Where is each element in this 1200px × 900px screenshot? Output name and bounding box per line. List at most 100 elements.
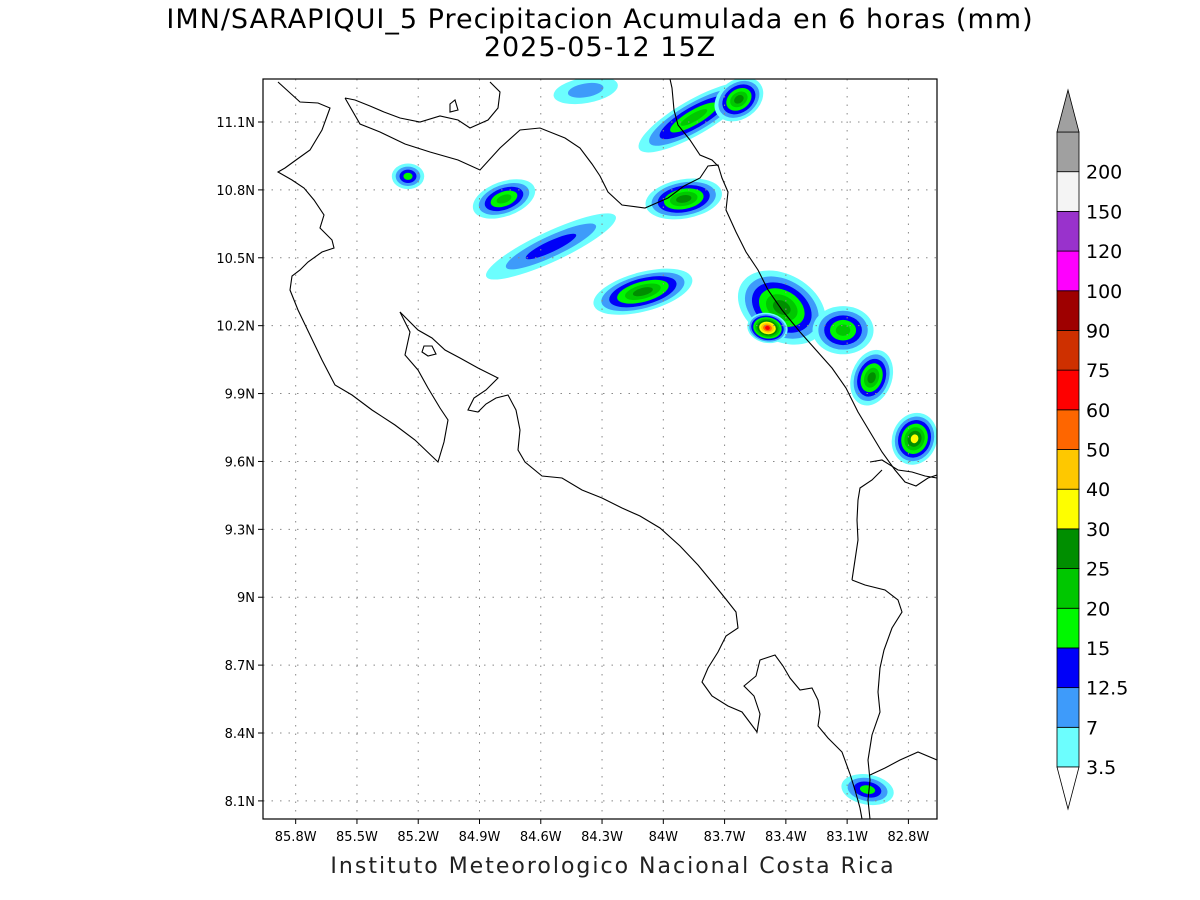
lon-tick-label: 84.6W [520, 830, 562, 845]
precip-contour [403, 172, 413, 180]
lon-tick-label: 83.1W [826, 830, 868, 845]
precip-cell [841, 774, 894, 806]
lat-tick-label: 8.4N [225, 727, 255, 742]
colorbar-label: 20 [1086, 598, 1110, 620]
colorbar-swatch [1056, 568, 1080, 609]
coastlines-and-borders [276, 79, 937, 819]
colorbar-label: 40 [1086, 479, 1110, 501]
colorbar-swatch [1056, 488, 1080, 530]
precip-cell [747, 312, 788, 344]
colorbar-swatch [1056, 131, 1080, 173]
lon-tick-label: 84W [649, 830, 679, 845]
lon-tick-label: 84.3W [581, 830, 623, 845]
precip-contour [567, 82, 604, 98]
precip-cell [714, 79, 764, 122]
colorbar-label: 200 [1086, 162, 1122, 184]
colorbar-swatch [1056, 449, 1080, 490]
colorbar-label: 30 [1086, 519, 1110, 541]
precip-cell [553, 79, 618, 105]
precip-cell [485, 213, 616, 280]
colorbar-label: 7 [1086, 717, 1098, 739]
island-north [449, 99, 459, 113]
lat-tick-label: 9.3N [225, 523, 255, 538]
colorbar-label: 12.5 [1086, 678, 1128, 700]
colorbar-label: 100 [1086, 281, 1122, 303]
colorbar-max-triangle [1056, 88, 1080, 133]
precip-contour [734, 95, 744, 104]
colorbar-swatch [1056, 250, 1080, 292]
colorbar-min-triangle [1056, 766, 1080, 811]
precip-contour [859, 785, 876, 794]
colorbar-swatch [1056, 726, 1080, 768]
caribbean-coastline [344, 81, 937, 487]
precip-contour [496, 194, 512, 204]
lon-tick-label: 84.9W [459, 830, 501, 845]
colorbar-label: 3.5 [1086, 757, 1116, 779]
colorbar-label: 75 [1086, 360, 1110, 382]
panama-coast-southeast [869, 751, 937, 776]
precip-contour [910, 434, 919, 444]
colorbar-swatch [1056, 171, 1080, 212]
panama-border-south [851, 469, 903, 819]
colorbar-label: 150 [1086, 201, 1122, 223]
colorbar-label: 15 [1086, 638, 1110, 660]
precip-contour [835, 324, 851, 336]
lat-tick-label: 8.1N [225, 795, 255, 810]
colorbar-swatch [1056, 330, 1080, 371]
precip-contour [676, 194, 692, 203]
colorbar-swatch [1056, 687, 1080, 728]
colorbar-swatch [1056, 647, 1080, 689]
panama-border-north [869, 459, 937, 479]
lat-tick-label: 9.9N [225, 388, 255, 403]
precip-cell [891, 412, 937, 465]
axis-ticks: 85.8W 85.5W 85.2W 84.9W 84.6W 84.3W 84W 83.7W 83… [216, 116, 929, 845]
colorbar-swatch [1056, 290, 1080, 331]
precip-cell [593, 268, 693, 315]
colorbar-swatch [1056, 210, 1080, 252]
map-frame [262, 78, 938, 820]
precip-cell [645, 178, 722, 220]
lon-tick-label: 85.8W [275, 830, 317, 845]
gulf-of-nicoya-coast [399, 311, 863, 819]
precip-contour [765, 325, 770, 330]
colorbar-label: 120 [1086, 241, 1122, 263]
lon-tick-label: 82.8W [887, 830, 929, 845]
precip-contour [525, 233, 577, 260]
colorbar-label: 25 [1086, 559, 1110, 581]
lon-tick-label: 83.4W [765, 830, 807, 845]
precip-contour [867, 372, 876, 384]
precip-contour [680, 109, 708, 126]
colorbar-swatch [1056, 607, 1080, 649]
precip-contour [632, 287, 653, 297]
map-title: IMN/SARAPIQUI_5 Precipitacion Acumulada … [166, 4, 1034, 35]
nicaragua-border [669, 79, 719, 167]
precip-cell [812, 306, 874, 355]
precip-cell [850, 349, 894, 406]
lon-tick-label: 85.2W [397, 830, 439, 845]
colorbar-label: 60 [1086, 400, 1110, 422]
lat-tick-label: 10.2N [216, 320, 255, 335]
colorbar-label: 50 [1086, 440, 1110, 462]
lat-tick-label: 9.6N [225, 455, 255, 470]
footer-credit: Instituto Meteorologico Nacional Costa R… [330, 854, 896, 879]
precipitation-field [391, 79, 937, 806]
lat-tick-label: 10.8N [216, 184, 255, 199]
colorbar-label: 90 [1086, 320, 1110, 342]
precip-cell [391, 163, 425, 190]
precip-cell [472, 179, 536, 219]
colorbar-swatch [1056, 528, 1080, 569]
lat-tick-label: 9N [237, 591, 255, 606]
lat-tick-label: 8.7N [225, 659, 255, 674]
lon-tick-label: 85.5W [336, 830, 378, 845]
map-gridlines [263, 79, 937, 819]
map-subtitle-datetime: 2025-05-12 15Z [483, 32, 717, 63]
island-nicoya [421, 345, 437, 357]
colorbar-swatch [1056, 409, 1080, 450]
colorbar-legend: 3.5 7 12.5 15 20 25 30 40 50 60 75 90 100 120 150 200 [1056, 88, 1128, 811]
pacific-coastline-north [276, 81, 449, 464]
lat-tick-label: 11.1N [216, 116, 255, 131]
lon-tick-label: 83.7W [704, 830, 746, 845]
colorbar-swatch [1056, 369, 1080, 411]
lat-tick-label: 10.5N [216, 252, 255, 267]
